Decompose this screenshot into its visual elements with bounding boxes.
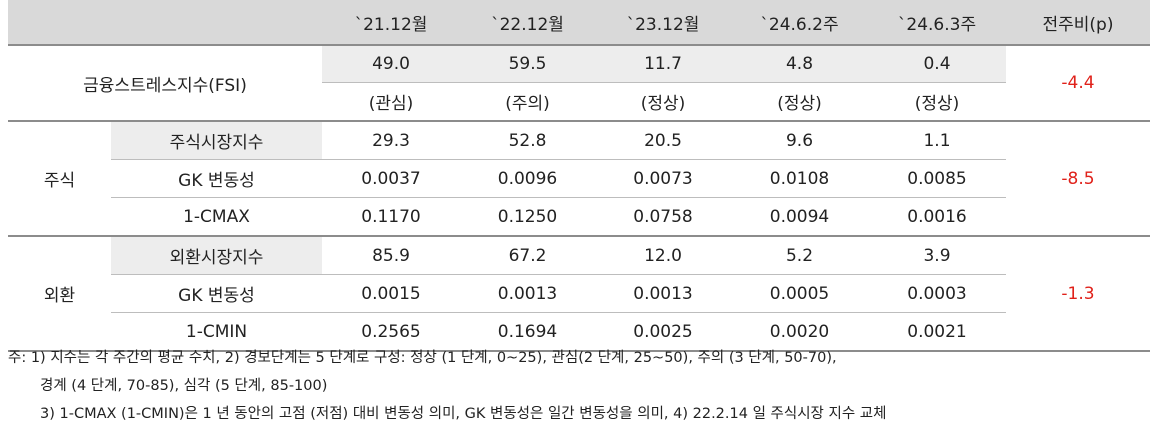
- table-cell: 20.5: [595, 120, 731, 160]
- table-cell: 0.0096: [460, 159, 595, 198]
- table-cell: 0.0016: [868, 197, 1006, 236]
- fsi-label: 금융스트레스지수(FSI): [8, 44, 322, 121]
- row-label: GK 변동성: [111, 159, 322, 198]
- table-cell: 3.9: [868, 235, 1006, 275]
- table-cell: 12.0: [595, 235, 731, 275]
- header-row: `21.12월 `22.12월 `23.12월 `24.6.2주 `24.6.3…: [8, 0, 1150, 45]
- table-row: GK 변동성 0.0015 0.0013 0.0013 0.0005 0.000…: [8, 274, 1150, 313]
- table-cell: 0.0003: [868, 274, 1006, 313]
- table-cell: 0.0094: [731, 197, 868, 236]
- fsi-table: `21.12월 `22.12월 `23.12월 `24.6.2주 `24.6.3…: [8, 0, 1150, 352]
- table-cell: 0.1250: [460, 197, 595, 236]
- table-cell: 0.0758: [595, 197, 731, 236]
- fsi-state-row: (관심) (주의) (정상) (정상) (정상): [8, 82, 1150, 121]
- table-cell: 0.2565: [322, 312, 460, 352]
- fsi-value-row: 금융스트레스지수(FSI) 49.0 59.5 11.7 4.8 0.4 -4.…: [8, 44, 1150, 121]
- header-cell: [8, 0, 111, 45]
- table-cell: (정상): [595, 82, 731, 121]
- header-period-2312: `23.12월: [595, 0, 731, 45]
- table-cell: 0.0013: [460, 274, 595, 313]
- footnote-line: 주: 1) 지수는 각 주간의 평균 수치, 2) 경보단계는 5 단계로 구성…: [8, 350, 837, 366]
- table-cell: (관심): [322, 82, 460, 121]
- row-label: 1-CMAX: [111, 197, 322, 236]
- footnote-line: 경계 (4 단계, 70-85), 심각 (5 단계, 85-100): [40, 378, 328, 394]
- table-cell: 0.4: [868, 44, 1006, 83]
- table-cell: 67.2: [460, 235, 595, 275]
- header-period-2406w2: `24.6.2주: [731, 0, 868, 45]
- header-period-2212: `22.12월: [460, 0, 595, 45]
- table-cell: 0.0073: [595, 159, 731, 198]
- row-label: 1-CMIN: [111, 312, 322, 352]
- table-row: 외환 외환시장지수 85.9 67.2 12.0 5.2 3.9 -1.3: [8, 235, 1150, 352]
- table-cell: 0.0005: [731, 274, 868, 313]
- table-row: 주식 주식시장지수 29.3 52.8 20.5 9.6 1.1 -8.5: [8, 120, 1150, 236]
- group-label-stock: 주식: [8, 120, 111, 236]
- table-cell: 9.6: [731, 120, 868, 160]
- table-cell: 29.3: [322, 120, 460, 160]
- table-cell: 0.0013: [595, 274, 731, 313]
- table-cell: 0.0085: [868, 159, 1006, 198]
- fx-week-change: -1.3: [1006, 235, 1150, 352]
- table-cell: 49.0: [322, 44, 460, 83]
- header-period-2112: `21.12월: [322, 0, 460, 45]
- header-period-2406w3: `24.6.3주: [868, 0, 1006, 45]
- table-cell: 0.0015: [322, 274, 460, 313]
- table-cell: 0.0108: [731, 159, 868, 198]
- table-cell: (정상): [731, 82, 868, 121]
- table-row: 1-CMAX 0.1170 0.1250 0.0758 0.0094 0.001…: [8, 197, 1150, 236]
- table-cell: 52.8: [460, 120, 595, 160]
- table-cell: 0.1694: [460, 312, 595, 352]
- fsi-week-change: -4.4: [1006, 44, 1150, 121]
- group-label-fx: 외환: [8, 235, 111, 352]
- stock-week-change: -8.5: [1006, 120, 1150, 236]
- row-label: GK 변동성: [111, 274, 322, 313]
- header-week-change: 전주비(p): [1006, 0, 1150, 45]
- table-cell: 0.0037: [322, 159, 460, 198]
- table-row: GK 변동성 0.0037 0.0096 0.0073 0.0108 0.008…: [8, 159, 1150, 198]
- table-cell: 0.0020: [731, 312, 868, 352]
- table-cell: 4.8: [731, 44, 868, 83]
- table-row: 1-CMIN 0.2565 0.1694 0.0025 0.0020 0.002…: [8, 312, 1150, 352]
- table-cell: 5.2: [731, 235, 868, 275]
- header-cell: [111, 0, 322, 45]
- table-cell: (주의): [460, 82, 595, 121]
- footnotes: 주: 1) 지수는 각 주간의 평균 수치, 2) 경보단계는 5 단계로 구성…: [8, 344, 1148, 428]
- table-cell: 85.9: [322, 235, 460, 275]
- row-label: 외환시장지수: [111, 235, 322, 275]
- table-cell: (정상): [868, 82, 1006, 121]
- table-cell: 59.5: [460, 44, 595, 83]
- table-cell: 11.7: [595, 44, 731, 83]
- footnote-line: 3) 1-CMAX (1-CMIN)은 1 년 동안의 고점 (저점) 대비 변…: [40, 406, 887, 422]
- table-cell: 0.0021: [868, 312, 1006, 352]
- table-cell: 0.0025: [595, 312, 731, 352]
- table-cell: 1.1: [868, 120, 1006, 160]
- table-cell: 0.1170: [322, 197, 460, 236]
- row-label: 주식시장지수: [111, 120, 322, 160]
